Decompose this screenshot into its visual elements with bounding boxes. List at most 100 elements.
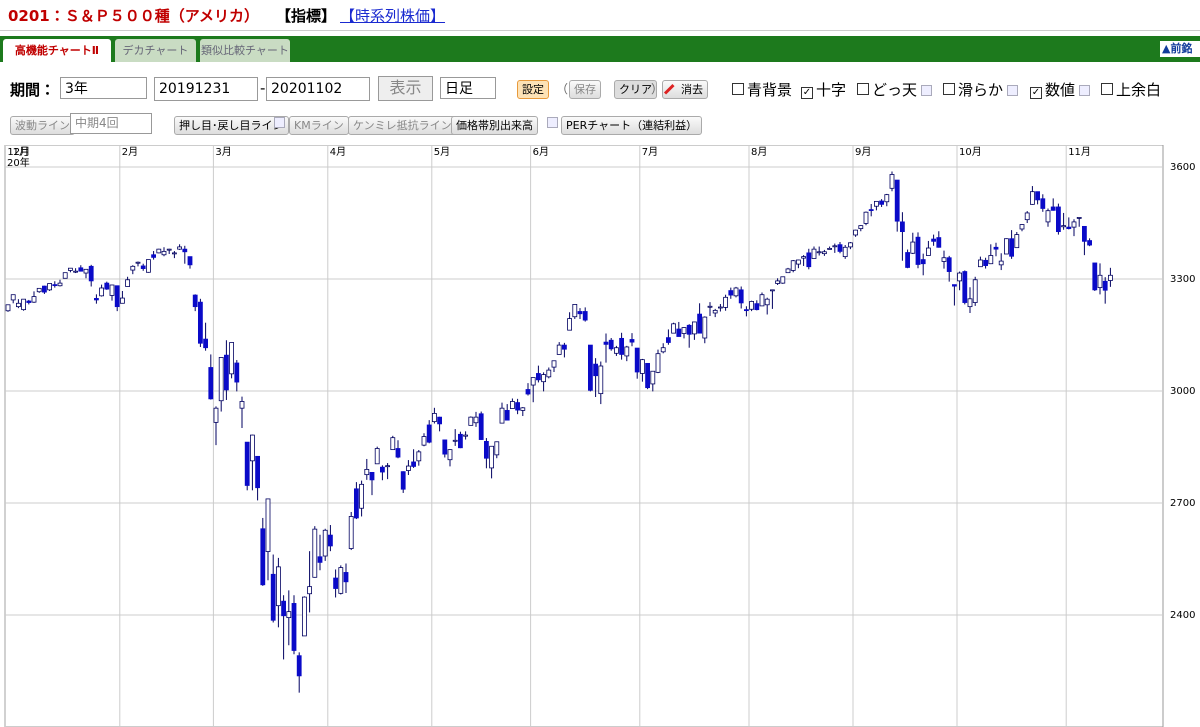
show-button[interactable]: 表示: [378, 76, 433, 101]
candle-body: [447, 449, 453, 461]
candle-body: [967, 298, 973, 308]
candle-body: [941, 257, 947, 262]
candle-body: [265, 498, 271, 552]
help-icon[interactable]: [274, 117, 285, 128]
help-icon[interactable]: [547, 117, 558, 128]
option[interactable]: 青背景: [732, 79, 792, 100]
candle-body: [640, 359, 645, 374]
candle-body: [998, 260, 1004, 266]
candle-body: [270, 573, 276, 621]
candle-body: [120, 297, 125, 304]
candle-body: [125, 279, 130, 287]
candle-body: [182, 248, 188, 253]
save-button[interactable]: 保存: [569, 80, 601, 99]
candle-body: [593, 363, 598, 377]
candle-body: [52, 284, 58, 287]
help-icon[interactable]: [1079, 85, 1091, 96]
candle-body: [312, 528, 318, 578]
index-name: 0201：Ｓ＆Ｐ５００種（アメリカ）: [8, 7, 259, 25]
pullback-button[interactable]: 押し目･戻し目ライン: [174, 116, 289, 135]
checkbox[interactable]: ✓: [1030, 87, 1042, 99]
option[interactable]: ✓ 数値: [1030, 79, 1091, 100]
candle-body: [764, 298, 770, 306]
candle-body: [437, 416, 443, 425]
candle-body: [5, 304, 11, 312]
wave-button[interactable]: 波動ライン: [10, 116, 75, 135]
help-icon[interactable]: [921, 85, 933, 96]
history-link[interactable]: 【時系列株価】: [340, 7, 446, 25]
candle-body: [837, 244, 843, 252]
candle-body: [962, 271, 968, 303]
candle-body: [244, 441, 250, 486]
volume-button[interactable]: 価格帯別出来高: [451, 116, 538, 135]
y-tick-label: 3600: [1170, 162, 1195, 173]
settings-button[interactable]: 設定: [517, 80, 549, 99]
km-button[interactable]: KMライン: [289, 116, 349, 135]
plot-border: [4, 145, 1164, 727]
candle-body: [556, 344, 562, 355]
candle-body: [166, 248, 172, 251]
candle-body: [192, 294, 198, 308]
interval-select[interactable]: 日足: [440, 77, 496, 99]
checkbox[interactable]: [943, 83, 955, 95]
candle-body: [1092, 262, 1098, 291]
resist-button[interactable]: ケンミレ抵抗ライン: [348, 116, 457, 135]
per-button[interactable]: PERチャート（連結利益）: [561, 116, 703, 135]
candle-body: [68, 267, 73, 271]
candle-body: [275, 566, 281, 607]
candle-body: [83, 268, 89, 274]
candle-body: [1030, 191, 1035, 205]
candle-body: [364, 469, 370, 476]
term-select[interactable]: 中期4回: [70, 113, 152, 134]
candle-body: [260, 528, 266, 586]
candle-body: [504, 410, 510, 421]
period-select[interactable]: 3年: [60, 77, 147, 99]
candle-body: [749, 301, 754, 310]
candle-body: [249, 434, 255, 462]
candle-body: [858, 225, 864, 230]
tab[interactable]: デカチャート: [115, 39, 196, 62]
candle-body: [692, 321, 697, 335]
candle-body: [31, 296, 37, 303]
candle-body: [827, 248, 832, 250]
candle-body: [62, 272, 68, 279]
checkbox[interactable]: [1101, 83, 1113, 95]
candle-body: [952, 284, 957, 287]
checkbox[interactable]: [857, 83, 869, 95]
tab[interactable]: 類似比較チャート: [200, 39, 290, 62]
option[interactable]: どっ天: [857, 79, 933, 100]
candle-body: [868, 209, 874, 211]
candle-body: [1108, 274, 1113, 281]
option[interactable]: 滑らか: [943, 79, 1019, 100]
candle-body: [333, 577, 339, 589]
candle-body: [842, 246, 848, 258]
checkbox[interactable]: ✓: [801, 87, 813, 99]
prev-button[interactable]: ▲前銘: [1160, 41, 1200, 57]
candle-body: [348, 516, 354, 549]
candle-body: [728, 290, 734, 296]
x-tick-label: 12月: [7, 146, 30, 158]
clear-button[interactable]: クリア: [614, 80, 657, 99]
candle-body: [894, 179, 900, 222]
candle-body: [1087, 240, 1092, 246]
candle-body: [78, 267, 84, 272]
candle-body: [218, 357, 224, 402]
option[interactable]: 上余白: [1101, 79, 1161, 100]
from-input[interactable]: 20191231: [154, 77, 258, 101]
candle-body: [359, 483, 365, 509]
help-icon[interactable]: [1007, 85, 1019, 96]
tab[interactable]: 高機能チャートⅡ: [3, 39, 111, 62]
candle-body: [10, 294, 16, 301]
option[interactable]: ✓ 十字: [801, 79, 846, 100]
candle-body: [483, 441, 489, 459]
candle-body: [15, 302, 21, 308]
candle-body: [915, 236, 921, 265]
candle-body: [978, 259, 983, 268]
candle-body: [281, 600, 287, 617]
candle-body: [702, 316, 708, 339]
to-input[interactable]: 20201102: [266, 77, 370, 101]
checkbox[interactable]: [732, 83, 744, 95]
candle-body: [816, 251, 822, 254]
candle-body: [619, 337, 624, 355]
